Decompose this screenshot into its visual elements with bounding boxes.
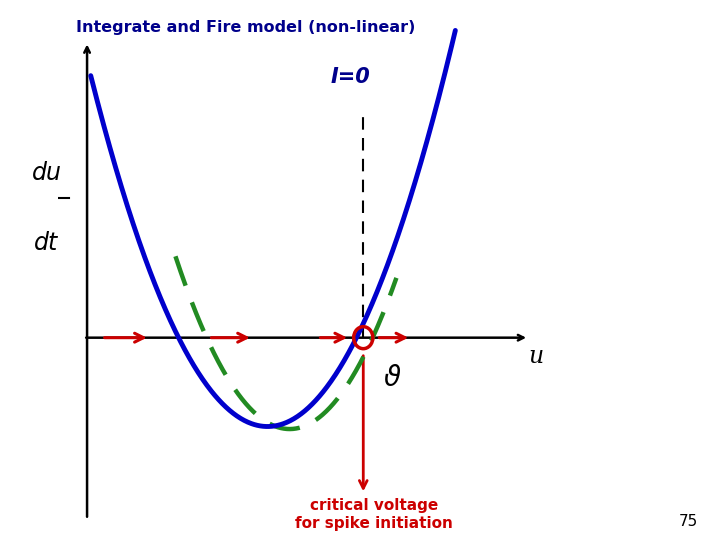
Text: $du$: $du$ xyxy=(31,163,62,185)
Text: $dt$: $dt$ xyxy=(33,232,60,255)
Text: 75: 75 xyxy=(679,514,698,529)
Text: $\vartheta$: $\vartheta$ xyxy=(384,365,402,392)
Text: Integrate and Fire model (non-linear): Integrate and Fire model (non-linear) xyxy=(76,21,415,36)
Text: u: u xyxy=(528,345,544,368)
Text: I=0: I=0 xyxy=(330,67,370,87)
Text: critical voltage
for spike initiation: critical voltage for spike initiation xyxy=(295,498,454,531)
